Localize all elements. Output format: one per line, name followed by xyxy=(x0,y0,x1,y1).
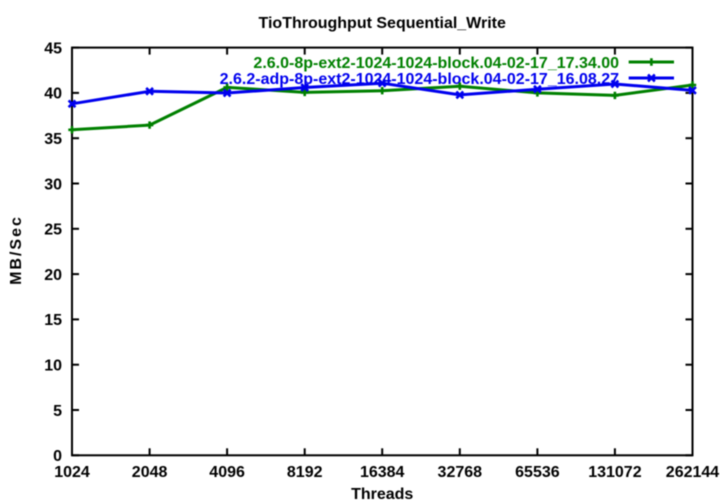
svg-text:16384: 16384 xyxy=(360,464,405,481)
svg-text:2048: 2048 xyxy=(132,464,168,481)
svg-text:35: 35 xyxy=(44,131,62,148)
svg-text:Threads: Threads xyxy=(351,486,413,503)
svg-text:131072: 131072 xyxy=(588,464,641,481)
svg-text:5: 5 xyxy=(53,403,62,420)
svg-text:2.6.0-8p-ext2-1024-1024-block.: 2.6.0-8p-ext2-1024-1024-block.04-02-17_1… xyxy=(253,55,619,72)
svg-text:25: 25 xyxy=(44,222,62,239)
svg-text:262144: 262144 xyxy=(666,464,719,481)
svg-text:32768: 32768 xyxy=(438,464,483,481)
svg-text:4096: 4096 xyxy=(209,464,245,481)
svg-text:10: 10 xyxy=(44,358,62,375)
svg-text:65536: 65536 xyxy=(515,464,560,481)
svg-text:1024: 1024 xyxy=(54,464,90,481)
svg-text:2.6.2-adp-8p-ext2-1024-1024-bl: 2.6.2-adp-8p-ext2-1024-1024-block.04-02-… xyxy=(220,71,619,88)
svg-text:TioThroughput Sequential_Write: TioThroughput Sequential_Write xyxy=(258,15,506,32)
svg-text:8192: 8192 xyxy=(287,464,323,481)
svg-text:20: 20 xyxy=(44,267,62,284)
svg-text:0: 0 xyxy=(53,448,62,465)
svg-text:MB/Sec: MB/Sec xyxy=(8,215,25,285)
svg-text:40: 40 xyxy=(44,86,62,103)
svg-text:15: 15 xyxy=(44,312,62,329)
svg-text:30: 30 xyxy=(44,176,62,193)
svg-text:45: 45 xyxy=(44,40,62,57)
